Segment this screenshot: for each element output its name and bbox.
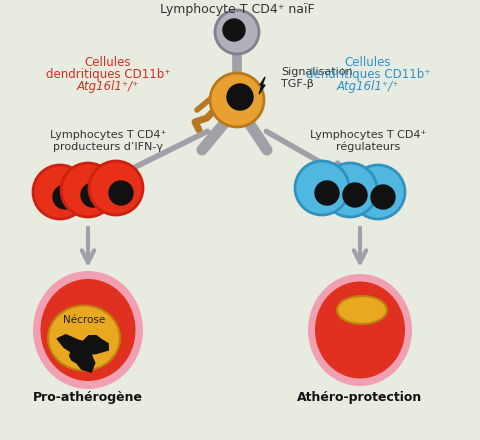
Text: dendritiques CD11b⁺: dendritiques CD11b⁺: [46, 67, 170, 81]
Polygon shape: [259, 77, 265, 94]
Ellipse shape: [48, 305, 120, 370]
Circle shape: [351, 165, 405, 219]
Polygon shape: [57, 335, 108, 372]
Circle shape: [295, 161, 349, 215]
Text: Signalisation: Signalisation: [281, 67, 353, 77]
Circle shape: [210, 73, 264, 127]
Circle shape: [109, 181, 133, 205]
Circle shape: [81, 183, 105, 207]
Ellipse shape: [337, 296, 387, 324]
Text: Lymphocytes T CD4⁺: Lymphocytes T CD4⁺: [50, 130, 166, 140]
Circle shape: [323, 163, 377, 217]
Circle shape: [315, 181, 339, 205]
Text: producteurs d’IFN-γ: producteurs d’IFN-γ: [53, 142, 163, 152]
Text: dendritiques CD11b⁺: dendritiques CD11b⁺: [306, 67, 430, 81]
Text: Cellules: Cellules: [345, 55, 391, 69]
Text: Nécrose: Nécrose: [63, 315, 105, 325]
Text: régulateurs: régulateurs: [336, 142, 400, 152]
Text: Pro-athérogène: Pro-athérogène: [33, 391, 143, 403]
Circle shape: [215, 10, 259, 54]
Text: Lymphocyte T CD4⁺ naïF: Lymphocyte T CD4⁺ naïF: [160, 3, 314, 16]
Circle shape: [227, 84, 253, 110]
Circle shape: [223, 19, 245, 41]
Text: Cellules: Cellules: [85, 55, 131, 69]
Circle shape: [33, 165, 87, 219]
Circle shape: [89, 161, 143, 215]
Text: Lymphocytes T CD4⁺: Lymphocytes T CD4⁺: [310, 130, 426, 140]
Ellipse shape: [33, 271, 143, 389]
Circle shape: [371, 185, 395, 209]
Text: TGF-β: TGF-β: [281, 79, 314, 89]
Ellipse shape: [40, 279, 135, 381]
Text: Athéro-protection: Athéro-protection: [298, 391, 422, 403]
Ellipse shape: [315, 282, 405, 378]
Circle shape: [53, 185, 77, 209]
Circle shape: [61, 163, 115, 217]
Text: Atg16l1⁺/⁺: Atg16l1⁺/⁺: [337, 80, 399, 92]
Ellipse shape: [308, 274, 412, 386]
Circle shape: [343, 183, 367, 207]
Text: Atg16l1⁺/⁺: Atg16l1⁺/⁺: [77, 80, 139, 92]
